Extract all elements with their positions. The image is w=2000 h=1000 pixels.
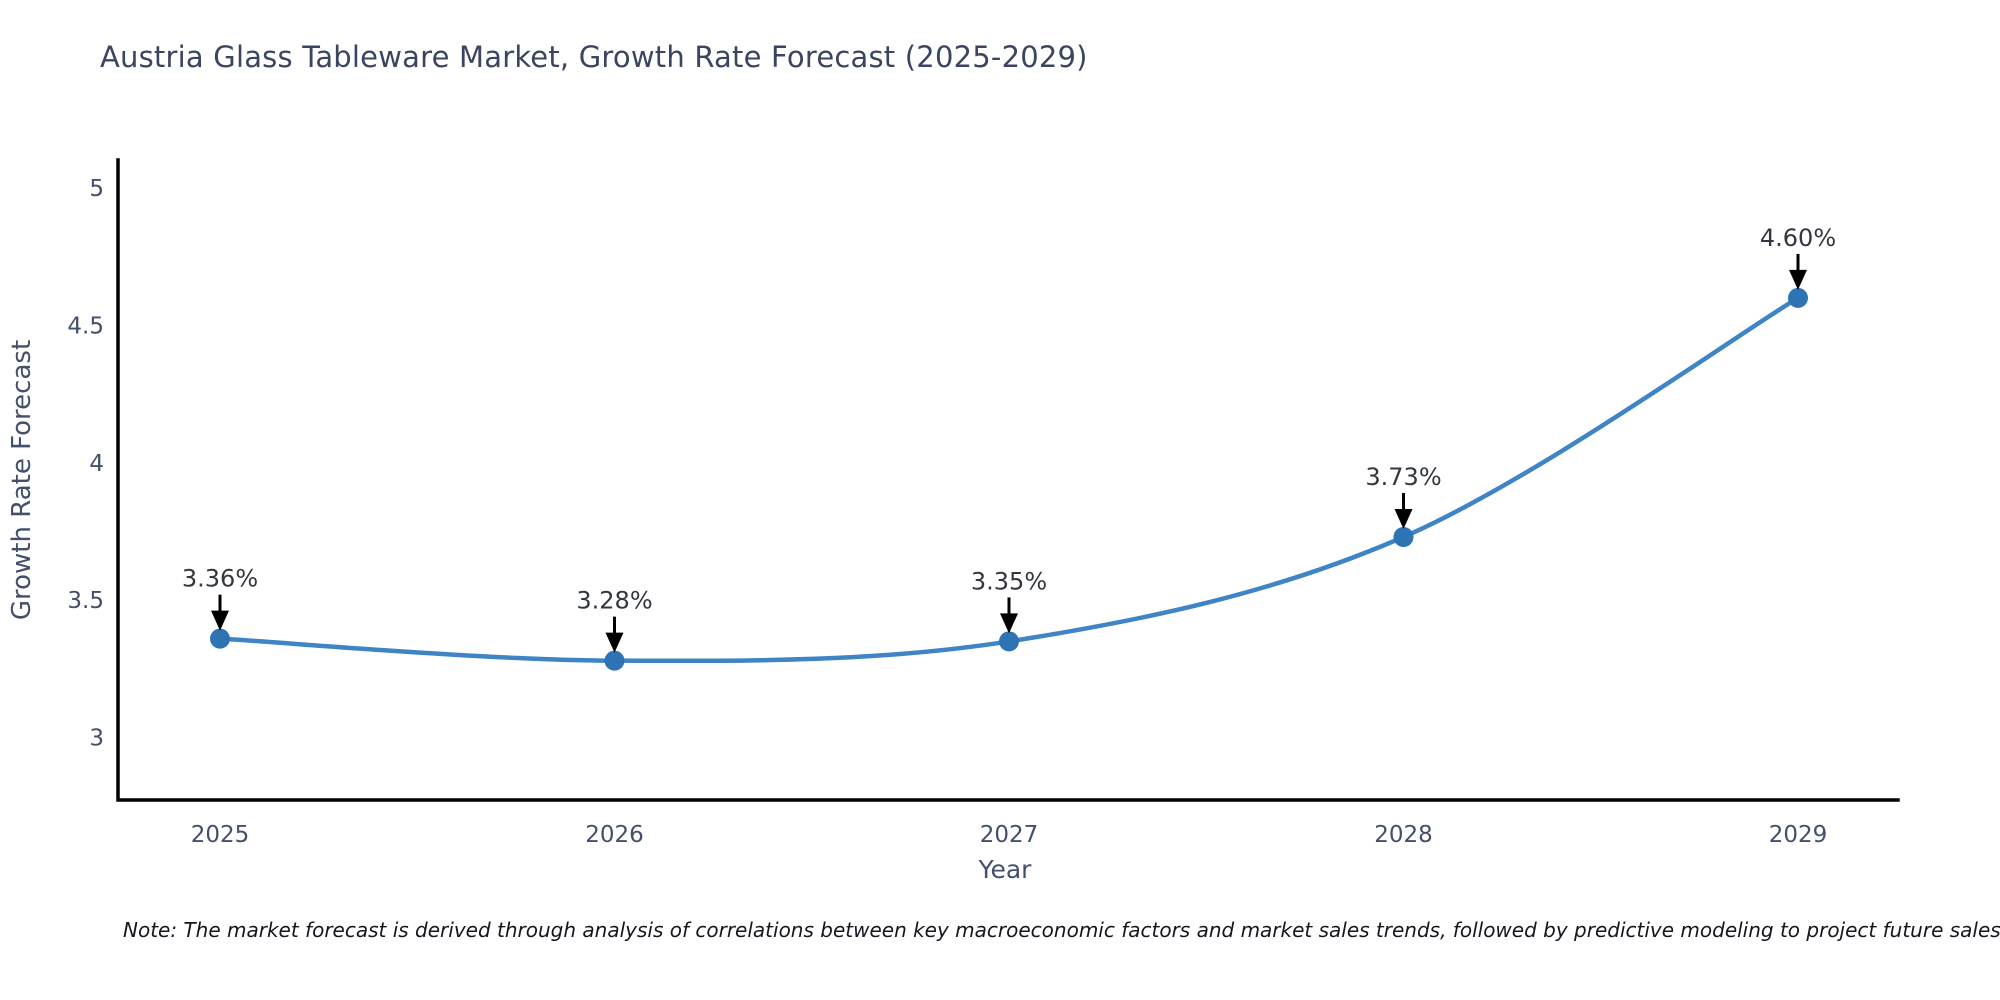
y-tick-label: 3 [89, 726, 104, 752]
y-tick-label: 4 [89, 451, 104, 477]
x-tick-label: 2027 [980, 822, 1039, 848]
x-tick-label: 2029 [1769, 822, 1828, 848]
axis-lines [116, 158, 1900, 802]
data-point-marker [604, 650, 625, 671]
data-point-marker [210, 628, 230, 649]
x-tick-label: 2025 [191, 822, 250, 848]
data-point-label: 4.60% [1760, 224, 1836, 252]
chart-title: Austria Glass Tableware Market, Growth R… [100, 40, 1088, 74]
x-axis-title: Year [978, 855, 1033, 884]
data-point-marker [1393, 526, 1414, 547]
y-tick-label: 3.5 [67, 588, 104, 614]
annotation-arrow-head [1000, 613, 1018, 634]
chart-footnote: Note: The market forecast is derived thr… [123, 918, 2000, 942]
annotation-arrow-head [1789, 269, 1807, 290]
annotation-arrow-head [605, 632, 624, 653]
y-axis-title: Growth Rate Forecast [7, 340, 37, 620]
data-point-label: 3.73% [1365, 463, 1441, 491]
x-tick-label: 2028 [1374, 822, 1433, 848]
y-tick-label: 5 [89, 176, 104, 202]
data-point-label: 3.28% [576, 587, 652, 615]
x-tick-label: 2026 [585, 822, 644, 848]
y-tick-label: 4.5 [67, 313, 104, 339]
annotation-arrow-head [211, 610, 229, 631]
data-point-label: 3.35% [971, 567, 1047, 595]
data-point-marker [1788, 287, 1808, 308]
annotation-arrow-head [1394, 508, 1413, 529]
data-point-label: 3.36% [182, 565, 258, 593]
data-point-marker [999, 631, 1019, 652]
